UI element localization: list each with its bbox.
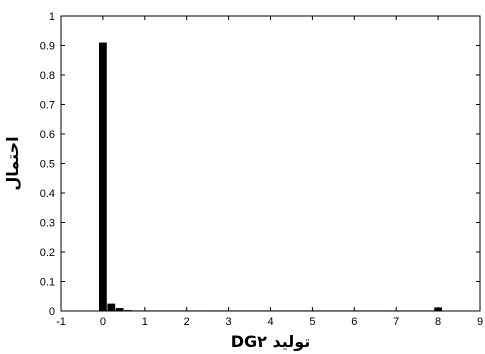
y-tick-label: 0.3: [40, 218, 55, 230]
x-tick-label: 5: [309, 316, 315, 328]
x-tick-label: 1: [142, 316, 148, 328]
x-tick-label: 6: [351, 316, 357, 328]
x-tick-label: 3: [226, 316, 232, 328]
bar: [107, 303, 116, 311]
x-tick-label: 2: [184, 316, 190, 328]
y-ticks-group: 0 0.1 0.2 0.3 0.4 0.5 0.6 0.7 0.8 0.9 1: [40, 11, 480, 318]
bars-group: [99, 42, 442, 312]
y-axis-label: احتمال: [3, 136, 22, 190]
y-tick-label: 1: [49, 11, 55, 23]
x-ticks-group: -1 0 1 2 3 4 5 6 7 8 9: [56, 16, 483, 328]
y-tick-label: 0.5: [40, 159, 55, 171]
y-tick-label: 0.1: [40, 277, 55, 289]
y-tick-label: 0.2: [40, 247, 55, 259]
x-tick-label: 9: [477, 316, 483, 328]
x-tick-label: -1: [56, 316, 66, 328]
y-tick-label: 0.8: [40, 70, 55, 82]
y-tick-label: 0: [49, 306, 55, 318]
x-tick-label: 7: [393, 316, 399, 328]
x-tick-label: 4: [267, 316, 273, 328]
bar: [115, 308, 124, 311]
y-tick-label: 0.6: [40, 129, 55, 141]
x-axis-label: تولید DG۲: [231, 332, 311, 351]
y-tick-label: 0.4: [40, 188, 55, 200]
y-tick-label: 0.7: [40, 100, 55, 112]
bar: [99, 42, 107, 312]
x-tick-label: 8: [435, 316, 441, 328]
x-tick-label: 0: [100, 316, 106, 328]
plot-frame: [60, 15, 481, 312]
y-tick-label: 0.9: [40, 41, 55, 53]
